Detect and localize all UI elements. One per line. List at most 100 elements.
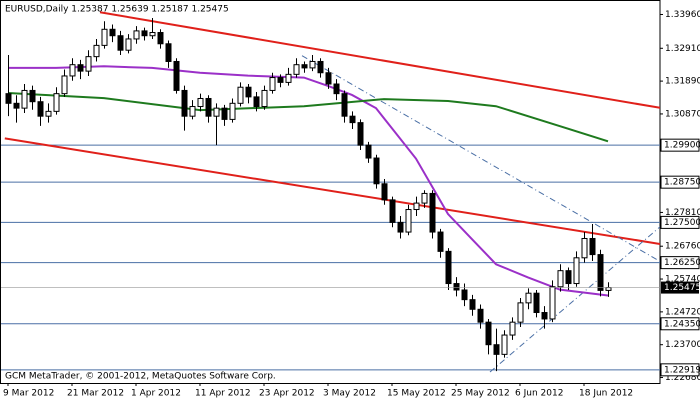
candle-body <box>213 107 220 117</box>
candle-body <box>13 102 20 109</box>
candle-body <box>101 28 108 46</box>
candle-body <box>77 64 84 72</box>
candle-body <box>325 72 332 85</box>
x-tick-label: 18 Jun 2012 <box>579 389 633 399</box>
candle-body <box>301 64 308 69</box>
candle-body <box>357 122 364 146</box>
candle-body <box>205 97 212 117</box>
candle-body <box>53 93 60 112</box>
candle-body <box>253 96 260 108</box>
candle-body <box>517 302 524 323</box>
candle-body <box>509 321 516 336</box>
candle-body <box>421 192 428 204</box>
candle-body <box>245 86 252 98</box>
level-label-box <box>660 215 700 229</box>
candle-body <box>309 60 316 69</box>
x-tick-label: 23 Apr 2012 <box>259 389 315 399</box>
candle-body <box>109 28 116 37</box>
x-tick-label: 15 May 2012 <box>387 389 446 399</box>
y-tick-label: 1.27810 <box>665 208 700 218</box>
candle-body <box>237 86 244 104</box>
level-label-box <box>660 363 700 377</box>
candle-body <box>133 30 140 40</box>
y-tick-label: 1.23700 <box>665 340 700 350</box>
level-label-box <box>660 138 700 152</box>
candle-body <box>445 250 452 285</box>
x-tick-label: 3 May 2012 <box>323 389 376 399</box>
candle-body <box>45 110 52 117</box>
y-tick-label: 1.30870 <box>665 109 700 119</box>
level-label-box <box>660 175 700 189</box>
level-label-box <box>660 256 700 270</box>
candle-body <box>397 221 404 233</box>
candle-body <box>37 101 44 117</box>
candle-body <box>165 43 172 62</box>
candle-body <box>157 32 164 45</box>
candle-body <box>173 60 180 91</box>
candle-body <box>293 64 300 75</box>
candle-body <box>349 115 356 124</box>
trendline <box>99 11 660 109</box>
candle-body <box>565 270 572 285</box>
candle-body <box>197 97 204 108</box>
candle-body <box>573 257 580 285</box>
candle-body <box>373 157 380 185</box>
candle-body <box>117 35 124 51</box>
y-tick-label: 1.24720 <box>665 307 700 317</box>
level-label: 1.26250 <box>664 258 700 268</box>
candle-body <box>229 102 236 120</box>
candle-body <box>381 183 388 201</box>
candle-body <box>485 321 492 346</box>
y-tick-label: 1.33960 <box>665 10 700 20</box>
y-tick-label: 1.22680 <box>665 373 700 383</box>
candle-body <box>541 312 548 320</box>
candle-body <box>277 77 284 83</box>
candle-body <box>181 89 188 117</box>
candle-body <box>453 283 460 291</box>
candle-body <box>341 93 348 117</box>
candle-body <box>589 237 596 256</box>
candle-body <box>261 89 268 108</box>
candle-body <box>285 73 292 83</box>
candle-body <box>221 107 228 120</box>
x-tick-label: 25 May 2012 <box>451 389 510 399</box>
candle-body <box>333 83 340 95</box>
candle-body <box>557 270 564 288</box>
candle-body <box>493 344 500 355</box>
trendline <box>301 55 660 262</box>
level-label: 1.27500 <box>664 218 700 228</box>
candle-body <box>149 32 156 37</box>
candle-body <box>5 93 12 104</box>
candle-body <box>437 231 444 252</box>
candle-body <box>269 77 276 91</box>
candle-body <box>429 192 436 233</box>
moving-average <box>8 65 609 297</box>
candle-body <box>141 30 148 37</box>
y-tick-label: 1.31890 <box>665 77 700 87</box>
level-label: 1.24350 <box>664 319 700 329</box>
candle-body <box>605 287 612 291</box>
footer: GCM MetaTrader, © 2001-2012, MetaQuotes … <box>5 372 276 382</box>
level-label: 1.28750 <box>664 178 700 188</box>
x-tick-label: 1 Apr 2012 <box>131 389 181 399</box>
candle-body <box>525 292 532 304</box>
candle-body <box>125 38 132 51</box>
current-price-label: 1.25475 <box>664 283 700 293</box>
plot-frame <box>0 0 661 384</box>
x-tick-label: 21 Mar 2012 <box>67 389 124 399</box>
candle-body <box>389 199 396 223</box>
trendline <box>4 137 660 245</box>
chart-title: EURUSD,Daily 1.25387 1.25639 1.25187 1.2… <box>5 5 229 15</box>
y-tick-label: 1.25740 <box>665 275 700 285</box>
candle-body <box>69 64 76 77</box>
candle-body <box>29 89 36 103</box>
candle-body <box>461 289 468 301</box>
x-tick-label: 9 Mar 2012 <box>3 389 54 399</box>
y-tick-label: 1.26760 <box>665 242 700 252</box>
candle-body <box>501 334 508 355</box>
level-label: 1.29900 <box>664 141 700 151</box>
level-label-box <box>660 317 700 331</box>
trendline <box>489 226 660 373</box>
